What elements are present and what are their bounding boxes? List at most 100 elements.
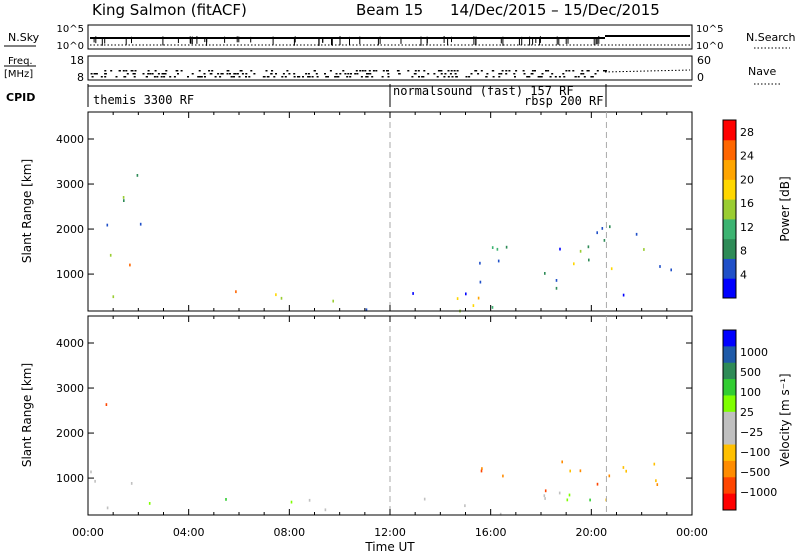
freq-mark bbox=[468, 76, 471, 78]
freq-mark bbox=[118, 70, 121, 72]
velocity-cell bbox=[94, 479, 96, 483]
freq-mark bbox=[418, 76, 420, 78]
power-cell bbox=[109, 253, 112, 257]
freq-mark bbox=[371, 76, 374, 78]
freq-mark bbox=[262, 76, 265, 78]
power-scatter-cells bbox=[106, 174, 672, 313]
nsearch-tick-top: 10^5 bbox=[696, 24, 723, 35]
cpid-mode-0: themis 3300 RF bbox=[93, 93, 194, 107]
velocity-y-ticks: 1000 2000 3000 4000 bbox=[56, 337, 692, 485]
freq-mark bbox=[547, 70, 550, 72]
velocity-cell bbox=[480, 469, 483, 473]
freq-mark bbox=[163, 76, 166, 78]
freq-mark bbox=[356, 73, 359, 75]
freq-mark bbox=[311, 76, 314, 78]
freq-mark bbox=[157, 73, 160, 75]
velocity-colorbar-tick-label: 500 bbox=[740, 366, 761, 379]
freq-mark bbox=[282, 73, 285, 75]
freq-mark bbox=[526, 76, 529, 78]
power-colorbar-tick-label: 20 bbox=[740, 173, 754, 186]
x-tick-label: 00:00 bbox=[676, 526, 708, 539]
freq-mark bbox=[367, 73, 370, 75]
power-cell bbox=[479, 261, 481, 265]
freq-mark bbox=[545, 70, 547, 72]
freq-mark bbox=[605, 70, 607, 72]
x-tick-label: 12:00 bbox=[374, 526, 406, 539]
freq-mark bbox=[486, 73, 489, 75]
freq-mark bbox=[266, 76, 269, 78]
velocity-cell bbox=[569, 469, 571, 473]
power-cell bbox=[505, 245, 508, 249]
power-cell bbox=[635, 232, 638, 236]
power-colorbar-block bbox=[723, 199, 736, 220]
freq-mark bbox=[565, 70, 568, 72]
freq-mark bbox=[562, 73, 565, 75]
freq-mark bbox=[411, 76, 414, 78]
freq-mark bbox=[365, 76, 368, 78]
freq-mark bbox=[360, 76, 363, 78]
power-ylabel: Slant Range [km] bbox=[20, 159, 34, 263]
velocity-cell bbox=[544, 489, 547, 493]
freq-mark bbox=[220, 73, 223, 75]
power-cell bbox=[332, 299, 334, 303]
x-tick-label: 00:00 bbox=[72, 526, 104, 539]
freq-mark bbox=[176, 70, 179, 72]
freq-mark bbox=[349, 76, 352, 78]
power-cell bbox=[559, 247, 561, 251]
freq-mark bbox=[454, 73, 457, 75]
velocity-cell bbox=[579, 469, 582, 473]
freq-mark bbox=[581, 70, 584, 72]
velocity-colorbar-block bbox=[723, 428, 736, 446]
freq-mark bbox=[238, 76, 241, 78]
freq-mark bbox=[346, 76, 349, 78]
power-cell bbox=[622, 293, 625, 297]
nsky-label: N.Sky bbox=[8, 31, 40, 44]
velocity-cell bbox=[561, 460, 563, 464]
freq-mark bbox=[197, 76, 200, 78]
velocity-colorbar-block bbox=[723, 444, 736, 462]
x-tick-label: 04:00 bbox=[173, 526, 205, 539]
freq-mark bbox=[214, 76, 217, 78]
freq-mark bbox=[226, 73, 229, 75]
nsky-tick-top: 10^5 bbox=[57, 24, 84, 35]
freq-mark bbox=[387, 76, 390, 78]
freq-mark bbox=[240, 70, 243, 72]
freq-mark bbox=[505, 70, 508, 72]
nave-trace bbox=[604, 69, 691, 73]
freq-mark bbox=[498, 73, 501, 75]
velocity-cell bbox=[499, 512, 502, 516]
velocity-colorbar-block bbox=[723, 477, 736, 495]
freq-mark bbox=[366, 76, 369, 78]
freq-mark bbox=[126, 73, 129, 75]
velocity-cell bbox=[324, 508, 327, 512]
freq-mark bbox=[580, 73, 583, 75]
freq-mark bbox=[307, 73, 310, 75]
freq-mark bbox=[298, 76, 301, 78]
power-cell bbox=[579, 249, 582, 253]
freq-mark bbox=[302, 76, 304, 78]
freq-mark bbox=[522, 70, 525, 72]
velocity-colorbar-block bbox=[723, 362, 736, 380]
freq-mark bbox=[342, 70, 345, 72]
power-colorbar-tick-label: 12 bbox=[740, 221, 754, 234]
freq-mark bbox=[572, 70, 575, 72]
nave-label: Nave bbox=[748, 65, 776, 78]
velocity-xlabel: Time UT bbox=[364, 540, 415, 554]
freq-mark bbox=[286, 70, 289, 72]
freq-mark bbox=[122, 70, 125, 72]
velocity-cell bbox=[105, 403, 108, 406]
freq-mark bbox=[583, 76, 586, 78]
freq-mark bbox=[211, 70, 214, 72]
velocity-panel: 1000 2000 3000 4000 00:00 04:00 08:00 12:00 16:… bbox=[20, 315, 708, 554]
freq-mark bbox=[104, 73, 107, 75]
y-tick-label: 3000 bbox=[56, 178, 84, 191]
freq-mark bbox=[134, 70, 137, 72]
velocity-cell bbox=[655, 479, 657, 483]
cpid-label: CPID bbox=[6, 91, 35, 104]
freq-mark bbox=[173, 76, 176, 78]
power-cell bbox=[472, 304, 475, 307]
freq-mark bbox=[344, 73, 347, 75]
velocity-frame bbox=[87, 315, 693, 516]
nsky-frame bbox=[87, 24, 693, 50]
